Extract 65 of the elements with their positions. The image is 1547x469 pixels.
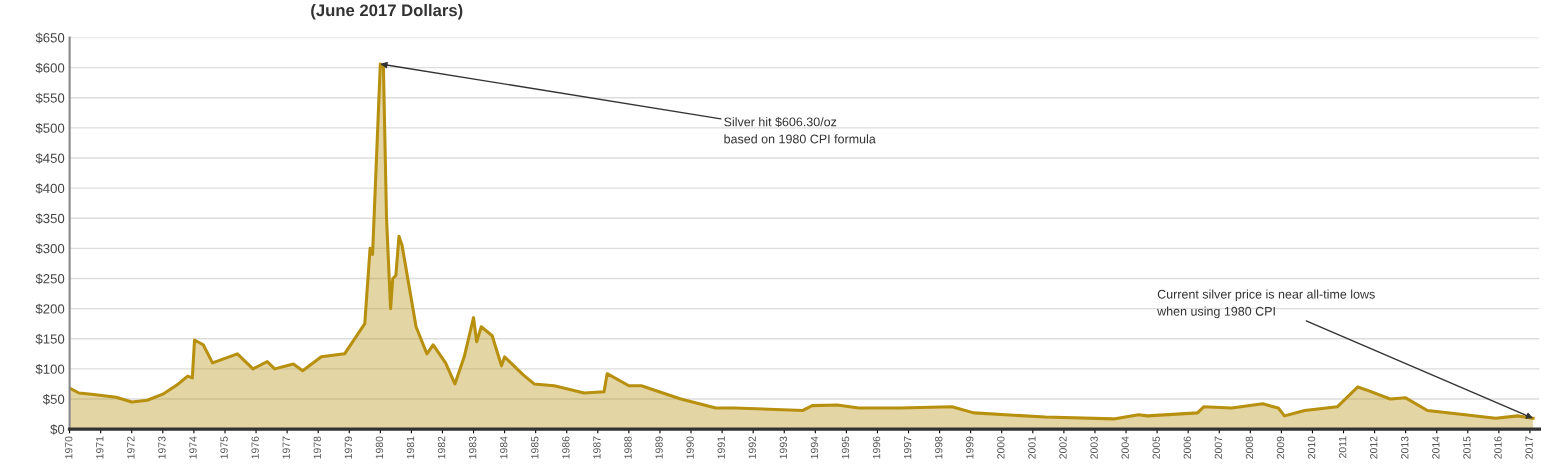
x-tick-label: 2008 bbox=[1245, 436, 1254, 459]
y-tick-label: $150 bbox=[35, 333, 65, 345]
y-tick-label: $200 bbox=[35, 303, 65, 315]
x-tick-label: 1990 bbox=[686, 436, 694, 459]
y-tick-label: $100 bbox=[35, 363, 65, 375]
x-tick-label: 1985 bbox=[531, 436, 539, 459]
y-tick-label: $300 bbox=[35, 243, 65, 255]
y-tick-label: $500 bbox=[35, 122, 65, 134]
y-tick-label: $0 bbox=[50, 424, 65, 435]
x-tick-label: 1983 bbox=[468, 436, 477, 459]
x-tick-label: 1982 bbox=[437, 436, 446, 459]
x-tick-label: 1997 bbox=[903, 436, 912, 459]
x-tick-label: 2004 bbox=[1121, 436, 1129, 459]
x-tick-label: 1979 bbox=[344, 436, 353, 459]
x-tick-label: 1995 bbox=[841, 436, 850, 459]
y-tick-label: $350 bbox=[35, 213, 65, 224]
x-tick-label: 2003 bbox=[1090, 436, 1098, 459]
x-tick-label: 1988 bbox=[624, 436, 632, 459]
x-tick-label: 1975 bbox=[220, 436, 228, 459]
y-tick-label: $450 bbox=[35, 153, 65, 164]
x-tick-label: 1980 bbox=[375, 436, 384, 459]
x-tick-label: 1992 bbox=[748, 436, 756, 459]
x-tick-label: 1977 bbox=[282, 436, 290, 459]
x-tick-label: 2010 bbox=[1307, 436, 1316, 459]
x-tick-label: 2012 bbox=[1370, 436, 1378, 459]
x-tick-label: 2001 bbox=[1028, 436, 1036, 459]
x-tick-label: 2013 bbox=[1401, 436, 1409, 459]
x-tick-label: 1978 bbox=[313, 436, 321, 459]
x-tick-label: 2005 bbox=[1152, 436, 1160, 459]
x-tick-label: 2017 bbox=[1525, 436, 1533, 459]
y-tick-label: $550 bbox=[35, 92, 65, 104]
x-tick-label: 1993 bbox=[779, 436, 788, 459]
x-tick-label: 1998 bbox=[935, 436, 943, 459]
y-tick-label: $400 bbox=[35, 183, 65, 194]
y-tick-label: $650 bbox=[35, 32, 65, 44]
y-tick-label: $50 bbox=[42, 394, 65, 405]
x-tick-label: 2007 bbox=[1214, 436, 1223, 459]
x-tick-label: 1994 bbox=[810, 436, 819, 459]
annotation: Silver hit $606.30/oz based on 1980 CPI formula bbox=[724, 116, 876, 144]
annotation: Current silver price is near all-time lows when using 1980 CPI bbox=[1157, 289, 1375, 319]
x-tick-label: 1973 bbox=[158, 436, 166, 459]
chart-subtitle: (June 2017 Dollars) bbox=[311, 3, 463, 20]
y-tick-label: $250 bbox=[35, 273, 65, 285]
x-tick-label: 1970 bbox=[65, 436, 73, 459]
x-tick-label: 2016 bbox=[1494, 436, 1502, 459]
y-tick-label: $600 bbox=[35, 62, 65, 74]
x-tick-label: 2006 bbox=[1183, 436, 1191, 459]
x-tick-label: 2015 bbox=[1463, 436, 1471, 459]
x-tick-label: 1972 bbox=[127, 436, 135, 459]
x-tick-label: 2002 bbox=[1059, 436, 1067, 459]
x-tick-label: 1974 bbox=[189, 436, 197, 459]
x-tick-label: 2000 bbox=[997, 436, 1005, 459]
x-tick-label: 2014 bbox=[1432, 436, 1440, 459]
x-tick-label: 1971 bbox=[96, 436, 104, 459]
x-tick-label: 1984 bbox=[500, 436, 508, 459]
x-tick-label: 1989 bbox=[655, 436, 663, 459]
x-tick-label: 1987 bbox=[593, 436, 601, 459]
x-tick-label: 1999 bbox=[966, 436, 974, 459]
x-tick-label: 1981 bbox=[406, 436, 415, 459]
x-tick-label: 1996 bbox=[872, 436, 881, 459]
x-tick-label: 1991 bbox=[717, 436, 725, 459]
x-tick-label: 1986 bbox=[562, 436, 570, 459]
x-tick-label: 2009 bbox=[1276, 436, 1285, 459]
x-tick-label: 1976 bbox=[251, 436, 259, 459]
x-tick-label: 2011 bbox=[1338, 436, 1347, 458]
